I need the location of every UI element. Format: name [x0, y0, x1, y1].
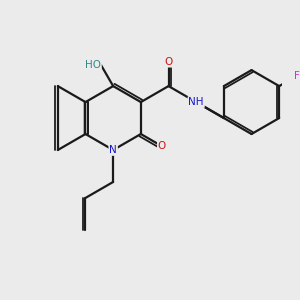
Text: N: N: [109, 145, 117, 155]
Text: O: O: [158, 141, 166, 151]
Text: HO: HO: [85, 60, 101, 70]
Text: O: O: [164, 57, 172, 67]
Text: NH: NH: [188, 97, 204, 107]
Text: F: F: [294, 71, 300, 81]
